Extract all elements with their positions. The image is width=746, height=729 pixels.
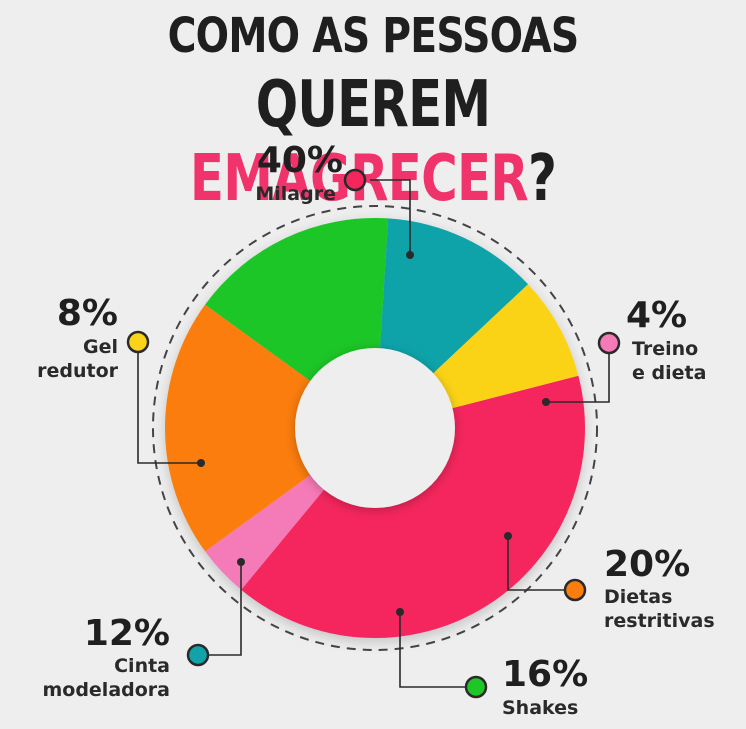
leader-line-cinta-modeladora [198, 562, 242, 656]
percent-label-dietas-restritivas: 20% [604, 544, 690, 585]
percent-label-treino-e-dieta: 4% [626, 295, 687, 336]
percent-label-milagre: 40% [257, 140, 343, 181]
category-label-cinta-modeladora: Cinta modeladora [42, 655, 170, 701]
legend-marker-milagre [343, 168, 367, 192]
title-line-1: COMO AS PESSOAS [167, 8, 580, 64]
legend-marker-dietas-restritivas [563, 578, 587, 602]
category-label-dietas-restritivas: Dietas restritivas [604, 586, 715, 632]
percent-label-gel-redutor: 8% [57, 293, 118, 334]
title-line-2-main: QUEREM [255, 68, 491, 142]
title-question-mark: ? [527, 142, 557, 216]
percent-label-cinta-modeladora: 12% [84, 613, 170, 654]
leader-anchor-treino-e-dieta [542, 398, 550, 406]
leader-line-dietas-restritivas [507, 536, 575, 591]
legend-marker-gel-redutor [126, 330, 150, 354]
category-label-gel-redutor: Gel redutor [37, 336, 119, 382]
leader-anchor-milagre [406, 251, 414, 259]
category-label-milagre: Milagre [255, 183, 336, 205]
leader-line-gel-redutor [137, 342, 201, 464]
title-line-2: QUEREM EMAGRECER? [82, 68, 664, 216]
leader-anchor-shakes [396, 608, 404, 616]
legend-marker-cinta-modeladora [186, 643, 210, 667]
leader-line-shakes [399, 612, 476, 688]
category-label-shakes: Shakes [502, 697, 578, 719]
slice-milagre [241, 375, 585, 639]
leader-line-treino-e-dieta [546, 343, 610, 403]
leader-anchor-dietas-restritivas [504, 532, 512, 540]
legend-marker-treino-e-dieta [597, 331, 621, 355]
legend-marker-shakes [464, 675, 488, 699]
category-label-treino-e-dieta: Treino e dieta [632, 338, 706, 384]
slice-dietas-restritivas [165, 304, 375, 552]
percent-label-shakes: 16% [502, 654, 588, 695]
donut-hole [295, 348, 455, 508]
leader-anchor-gel-redutor [197, 459, 205, 467]
dashed-ring [152, 205, 598, 651]
leader-line-milagre [370, 179, 411, 255]
leader-anchor-cinta-modeladora [237, 558, 245, 566]
